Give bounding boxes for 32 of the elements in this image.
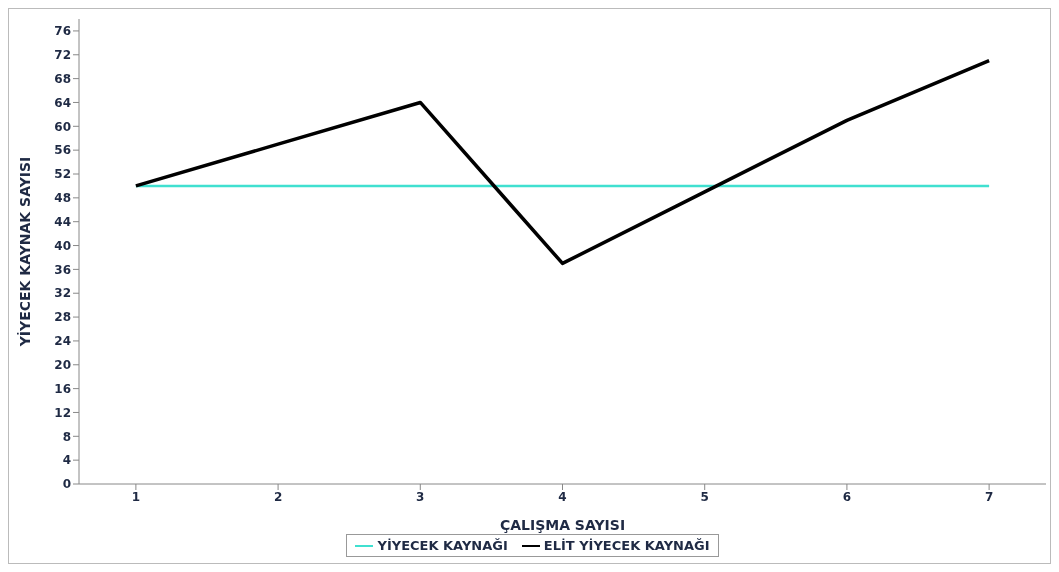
y-axis-title: YİYECEK KAYNAK SAYISI (16, 156, 33, 348)
y-tick-label: 64 (54, 95, 71, 110)
y-tick-label: 68 (54, 71, 71, 86)
y-tick-label: 28 (54, 310, 71, 325)
y-tick-label: 60 (54, 119, 71, 134)
y-tick-label: 36 (54, 262, 71, 277)
line-series (134, 58, 991, 266)
y-tick-label: 52 (54, 167, 71, 182)
y-tick-label: 72 (54, 48, 71, 63)
y-tick-label: 12 (54, 405, 71, 420)
legend-label: ELİT YİYECEK KAYNAĞI (542, 538, 710, 553)
x-tick-label: 1 (131, 489, 141, 504)
x-tick-label: 6 (842, 489, 852, 504)
x-tick-label: 7 (984, 489, 994, 504)
x-axis-title: ÇALIŞMA SAYISI (499, 517, 626, 533)
y-tick-label: 24 (54, 334, 71, 349)
y-tick-label: 4 (62, 453, 71, 468)
y-tick-label: 8 (62, 429, 71, 444)
y-tick-label: 40 (54, 238, 71, 253)
y-tick-label: 0 (62, 477, 71, 492)
x-tick-label: 5 (700, 489, 709, 504)
x-tick-label: 4 (558, 489, 567, 504)
x-tick-label: 2 (273, 489, 283, 504)
x-tick-label: 3 (416, 489, 425, 504)
y-tick-label: 44 (54, 214, 71, 229)
y-tick-label: 76 (54, 24, 71, 39)
y-tick-label: 56 (54, 143, 71, 158)
legend-label: YİYECEK KAYNAĞI (376, 538, 508, 553)
y-tick-label: 16 (54, 381, 71, 396)
y-tick-label: 48 (54, 191, 71, 206)
y-tick-label: 20 (54, 358, 71, 373)
y-tick-label: 32 (54, 286, 71, 301)
